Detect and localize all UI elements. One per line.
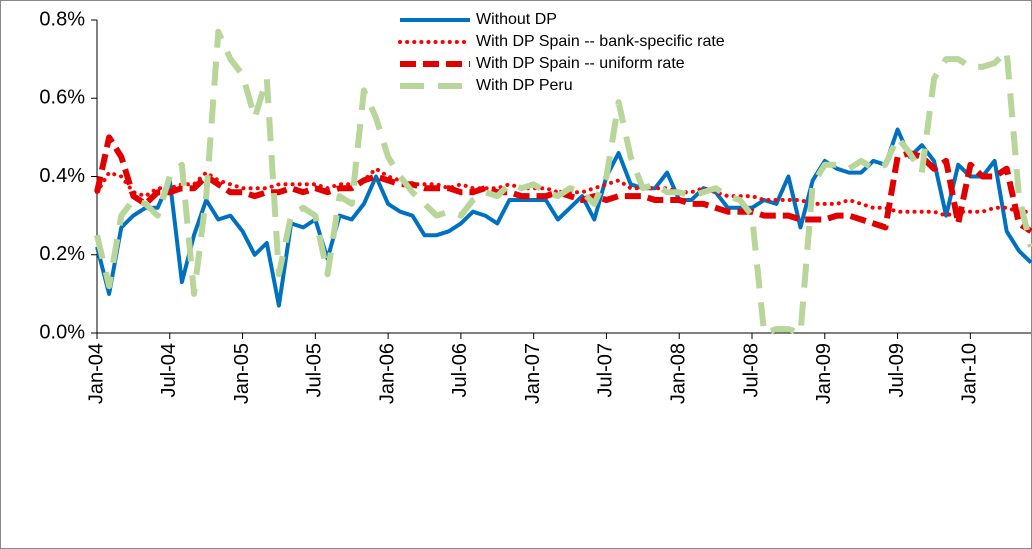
x-tick-label: Jan-07 [522,343,544,404]
x-tick-label: Jul-08 [740,343,762,397]
legend-label: With DP Spain -- bank-specific rate [476,33,725,50]
legend-label: With DP Spain -- uniform rate [476,55,685,72]
y-tick-label: 0.0% [39,321,85,343]
x-tick-label: Jul-04 [158,343,180,397]
x-tick-label: Jan-08 [668,343,690,404]
legend-label: With DP Peru [476,77,573,94]
legend-label: Without DP [476,11,557,28]
x-tick-label: Jul-07 [595,343,617,397]
x-tick-label: Jan-04 [85,343,107,404]
x-tick-label: Jul-06 [449,343,471,397]
series-line [95,127,1032,308]
y-tick-label: 0.8% [39,8,85,30]
y-tick-label: 0.4% [39,165,85,187]
x-tick-label: Jan-05 [231,343,253,404]
y-tick-label: 0.2% [39,243,85,265]
x-tick-label: Jan-09 [813,343,835,404]
x-tick-label: Jul-09 [886,343,908,397]
series-line [94,28,1032,336]
y-tick-label: 0.6% [39,87,85,109]
x-tick-label: Jul-05 [304,343,326,397]
x-tick-label: Jan-06 [376,343,398,404]
x-tick-label: Jan-10 [959,343,981,404]
